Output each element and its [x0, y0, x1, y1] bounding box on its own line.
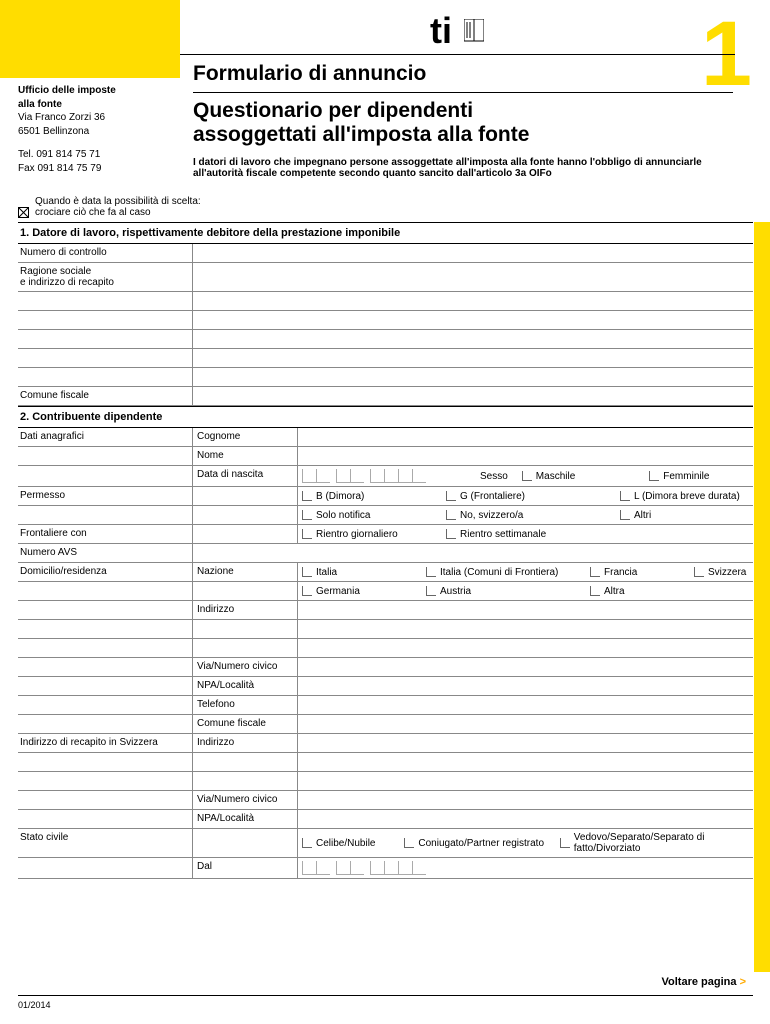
field-ragione-3[interactable] — [193, 311, 753, 329]
field-ragione-2[interactable] — [193, 292, 753, 310]
yellow-sidebar — [754, 222, 770, 972]
check-no-svizzero[interactable]: No, svizzero/a — [446, 510, 606, 521]
office-tel: Tel. 091 814 75 71 — [18, 148, 178, 162]
choice-line2: crociare ciò che fa al caso — [35, 207, 151, 218]
sublabel-dal: Dal — [193, 858, 298, 878]
check-italia-comuni[interactable]: Italia (Comuni di Frontiera) — [426, 567, 576, 578]
field-ragione-6[interactable] — [193, 368, 753, 386]
field-npa-2[interactable] — [298, 810, 753, 828]
choice-note: Quando è data la possibilità di scelta: … — [18, 196, 201, 218]
sublabel-cognome: Cognome — [193, 428, 298, 446]
check-l-dimora[interactable]: L (Dimora breve durata) — [620, 491, 740, 502]
field-recapito-1[interactable] — [298, 734, 753, 752]
field-cognome[interactable] — [298, 428, 753, 446]
check-austria[interactable]: Austria — [426, 586, 576, 597]
check-italia[interactable]: Italia — [302, 567, 412, 578]
check-b-dimora[interactable]: B (Dimora) — [302, 491, 432, 502]
logo-text: ti — [430, 10, 452, 51]
label-comune-fiscale-1: Comune fiscale — [18, 387, 193, 405]
check-coniugato[interactable]: Coniugato/Partner registrato — [404, 838, 545, 849]
field-telefono[interactable] — [298, 696, 753, 714]
check-femminile[interactable]: Femminile — [649, 471, 709, 482]
office-addr2: 6501 Bellinzona — [18, 125, 178, 139]
sublabel-nazione: Nazione — [193, 563, 298, 581]
check-germania[interactable]: Germania — [302, 586, 412, 597]
logo: ti — [430, 10, 484, 56]
field-ragione-1[interactable] — [193, 263, 753, 291]
choice-line1: Quando è data la possibilità di scelta: — [35, 196, 201, 207]
title-sub: Questionario per dipendentiassoggettati … — [193, 99, 733, 147]
field-comune-fiscale-1[interactable] — [193, 387, 753, 405]
section2-header: 2. Contribuente dipendente — [18, 406, 753, 428]
field-npa-1[interactable] — [298, 677, 753, 695]
check-francia[interactable]: Francia — [590, 567, 680, 578]
field-data-nascita[interactable]: Sesso Maschile Femminile — [298, 466, 753, 486]
check-rientro-giorn[interactable]: Rientro giornaliero — [302, 529, 432, 540]
check-vedovo[interactable]: Vedovo/Separato/Separato di fatto/Divorz… — [560, 832, 749, 854]
sublabel-npa-2: NPA/Località — [193, 810, 298, 828]
label-numero-avs: Numero AVS — [18, 544, 193, 562]
check-maschile[interactable]: Maschile — [522, 471, 575, 482]
office-fax: Fax 091 814 75 79 — [18, 162, 178, 176]
field-recapito-2[interactable] — [298, 753, 753, 771]
label-ragione-sociale: Ragione socialee indirizzo di recapito — [18, 263, 193, 291]
footer-rule — [18, 995, 753, 996]
field-indirizzo-3[interactable] — [298, 639, 753, 657]
check-rientro-sett[interactable]: Rientro settimanale — [446, 529, 546, 540]
label-domicilio: Domicilio/residenza — [18, 563, 193, 581]
field-recapito-3[interactable] — [298, 772, 753, 790]
label-frontaliere-con: Frontaliere con — [18, 525, 193, 543]
check-altri[interactable]: Altri — [620, 510, 651, 521]
section1-header: 1. Datore di lavoro, rispettivamente deb… — [18, 222, 753, 244]
field-ragione-5[interactable] — [193, 349, 753, 367]
check-solo-notifica[interactable]: Solo notifica — [302, 510, 432, 521]
label-numero-controllo: Numero di controllo — [18, 244, 193, 262]
sublabel-npa-1: NPA/Località — [193, 677, 298, 695]
intro-text: I datori di lavoro che impegnano persone… — [193, 157, 713, 179]
title-block: Formulario di annuncio Questionario per … — [193, 62, 733, 179]
footer-turn-page: Voltare pagina > — [662, 976, 746, 988]
label-sesso: Sesso — [480, 471, 508, 482]
sublabel-indirizzo-2: Indirizzo — [193, 734, 298, 752]
field-numero-avs[interactable] — [193, 544, 753, 562]
label-dati-anagrafici: Dati anagrafici — [18, 428, 193, 446]
field-via-1[interactable] — [298, 658, 753, 676]
office-name: Ufficio delle impostealla fonte — [18, 84, 178, 111]
field-indirizzo-2[interactable] — [298, 620, 753, 638]
sublabel-telefono: Telefono — [193, 696, 298, 714]
label-permesso: Permesso — [18, 487, 193, 505]
field-ragione-4[interactable] — [193, 330, 753, 348]
check-altra[interactable]: Altra — [590, 586, 625, 597]
sublabel-via-1: Via/Numero civico — [193, 658, 298, 676]
office-address: Ufficio delle impostealla fonte Via Fran… — [18, 84, 178, 175]
check-svizzera[interactable]: Svizzera — [694, 567, 746, 578]
field-indirizzo-1[interactable] — [298, 601, 753, 619]
arrow-icon: > — [740, 976, 746, 988]
label-stato-civile: Stato civile — [18, 829, 193, 857]
label-indirizzo-recapito: Indirizzo di recapito in Svizzera — [18, 734, 193, 752]
check-g-frontaliere[interactable]: G (Frontaliere) — [446, 491, 606, 502]
yellow-corner — [0, 0, 180, 78]
sublabel-indirizzo-1: Indirizzo — [193, 601, 298, 619]
sublabel-comune-fiscale: Comune fiscale — [193, 715, 298, 733]
field-dal[interactable] — [298, 858, 753, 878]
sublabel-data-nascita: Data di nascita — [193, 466, 298, 486]
title-main: Formulario di annuncio — [193, 62, 733, 86]
office-addr1: Via Franco Zorzi 36 — [18, 111, 178, 125]
shield-icon — [464, 14, 484, 56]
form-area: 1. Datore di lavoro, rispettivamente deb… — [18, 222, 753, 879]
rule-top — [180, 54, 735, 55]
sublabel-nome: Nome — [193, 447, 298, 465]
field-nome[interactable] — [298, 447, 753, 465]
field-numero-controllo[interactable] — [193, 244, 753, 262]
x-checkbox-icon — [18, 207, 29, 218]
sublabel-via-2: Via/Numero civico — [193, 791, 298, 809]
field-comune-fiscale-2[interactable] — [298, 715, 753, 733]
footer-date: 01/2014 — [18, 1000, 51, 1010]
field-via-2[interactable] — [298, 791, 753, 809]
check-celibe[interactable]: Celibe/Nubile — [302, 838, 390, 849]
